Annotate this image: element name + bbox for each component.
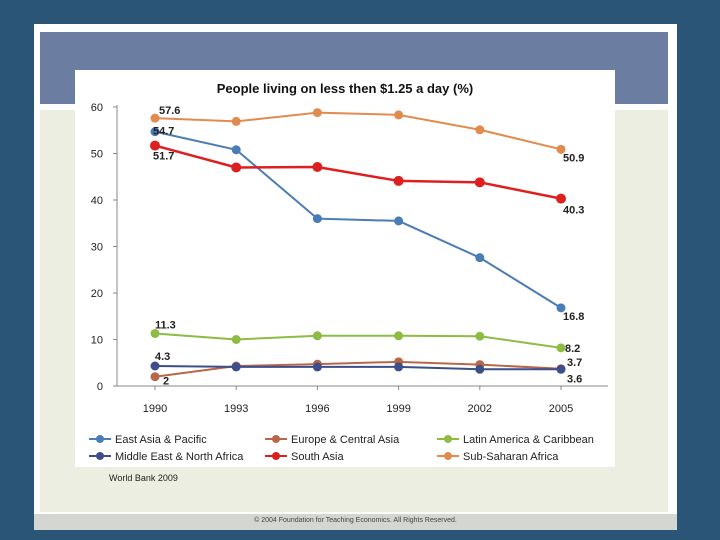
- data-label-sub_saharan-start: 57.6: [159, 105, 180, 117]
- y-tick-label: 0: [97, 381, 103, 393]
- x-tick-label: 1999: [386, 403, 410, 415]
- data-label-latin_america-start: 11.3: [155, 319, 176, 331]
- data-label-sub_saharan-end: 50.9: [563, 152, 584, 164]
- data-point-south_asia: [231, 162, 242, 173]
- legend-label-middle_east: Middle East & North Africa: [115, 451, 244, 463]
- series-line-latin_america: [154, 332, 562, 349]
- x-tick-label: 1996: [305, 403, 329, 415]
- series-line-east_asia: [154, 130, 562, 309]
- legend-label-south_asia: South Asia: [291, 451, 344, 463]
- legend-label-sub_saharan: Sub-Saharan Africa: [463, 451, 559, 463]
- legend-swatch-dot-latin_america: [444, 435, 452, 443]
- data-label-europe-end: 3.7: [567, 357, 582, 369]
- data-label-latin_america-end: 8.2: [565, 343, 580, 355]
- data-label-east_asia-end: 16.8: [563, 311, 584, 323]
- data-point-latin_america: [475, 331, 485, 341]
- x-tick-label: 2002: [468, 403, 492, 415]
- data-label-south_asia-start: 51.7: [153, 151, 174, 163]
- data-point-middle_east: [475, 364, 485, 374]
- data-point-middle_east: [394, 362, 404, 372]
- data-point-latin_america: [556, 343, 566, 353]
- legend-swatch-dot-sub_saharan: [444, 452, 452, 460]
- y-tick-label: 40: [91, 195, 103, 207]
- x-tick-label: 2005: [549, 403, 573, 415]
- data-point-south_asia: [150, 140, 160, 151]
- copyright-text: © 2004 Foundation for Teaching Economics…: [254, 517, 457, 524]
- series-line-sub_saharan: [154, 111, 562, 151]
- legend-swatch-dot-europe: [272, 435, 280, 443]
- data-point-east_asia: [475, 253, 485, 263]
- y-tick-label: 10: [91, 335, 103, 347]
- data-point-sub_saharan: [312, 108, 322, 118]
- line-chart: People living on less then $1.25 a day (…: [89, 81, 608, 463]
- legend-label-latin_america: Latin America & Caribbean: [463, 434, 594, 446]
- data-point-east_asia: [556, 303, 566, 313]
- legend-swatch-dot-east_asia: [96, 435, 104, 443]
- data-point-south_asia: [312, 161, 323, 172]
- y-tick-label: 60: [91, 102, 103, 114]
- chart-title: People living on less then $1.25 a day (…: [217, 81, 473, 96]
- series-line-europe: [154, 360, 562, 378]
- data-point-sub_saharan: [231, 116, 241, 126]
- data-point-south_asia: [393, 175, 404, 186]
- legend-swatch-dot-middle_east: [96, 452, 104, 460]
- y-tick-label: 50: [91, 149, 103, 161]
- data-point-east_asia: [394, 216, 404, 226]
- data-point-east_asia: [312, 214, 322, 224]
- legend-label-east_asia: East Asia & Pacific: [115, 434, 207, 446]
- data-point-sub_saharan: [556, 144, 566, 154]
- data-point-europe: [150, 372, 160, 382]
- data-label-middle_east-start: 4.3: [155, 351, 170, 363]
- data-point-middle_east: [150, 361, 160, 371]
- data-label-europe-start: 2: [163, 376, 169, 388]
- data-point-east_asia: [231, 145, 241, 155]
- data-point-sub_saharan: [150, 113, 160, 123]
- series-line-south_asia: [154, 144, 562, 200]
- data-point-middle_east: [312, 362, 322, 372]
- data-point-sub_saharan: [394, 110, 404, 120]
- x-tick-label: 1993: [224, 403, 248, 415]
- data-point-latin_america: [394, 331, 404, 341]
- data-label-east_asia-start: 54.7: [153, 126, 174, 138]
- data-point-latin_america: [312, 331, 322, 341]
- legend-swatch-dot-south_asia: [272, 452, 280, 460]
- data-point-middle_east: [556, 364, 566, 374]
- chart-container: People living on less then $1.25 a day (…: [75, 70, 615, 467]
- data-point-latin_america: [231, 335, 241, 344]
- data-point-east_asia: [150, 127, 160, 137]
- y-tick-label: 20: [91, 288, 103, 300]
- footer-bar: © 2004 Foundation for Teaching Economics…: [34, 514, 677, 530]
- y-tick-label: 30: [91, 242, 103, 254]
- x-tick-label: 1990: [143, 403, 167, 415]
- data-point-south_asia: [556, 193, 566, 204]
- data-point-sub_saharan: [475, 125, 485, 135]
- data-point-middle_east: [231, 362, 241, 372]
- legend-label-europe: Europe & Central Asia: [291, 434, 400, 446]
- data-label-middle_east-end: 3.6: [567, 373, 582, 385]
- source-credit: World Bank 2009: [109, 473, 178, 483]
- data-label-south_asia-end: 40.3: [563, 205, 584, 217]
- data-point-latin_america: [150, 328, 160, 338]
- series-line-middle_east: [154, 365, 561, 371]
- data-point-south_asia: [474, 177, 485, 188]
